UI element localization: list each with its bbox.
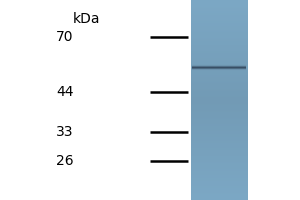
Text: 26: 26 (56, 154, 74, 168)
Text: 70: 70 (56, 30, 74, 44)
Text: kDa: kDa (73, 12, 101, 26)
Text: 33: 33 (56, 125, 74, 139)
Text: 44: 44 (56, 85, 74, 99)
